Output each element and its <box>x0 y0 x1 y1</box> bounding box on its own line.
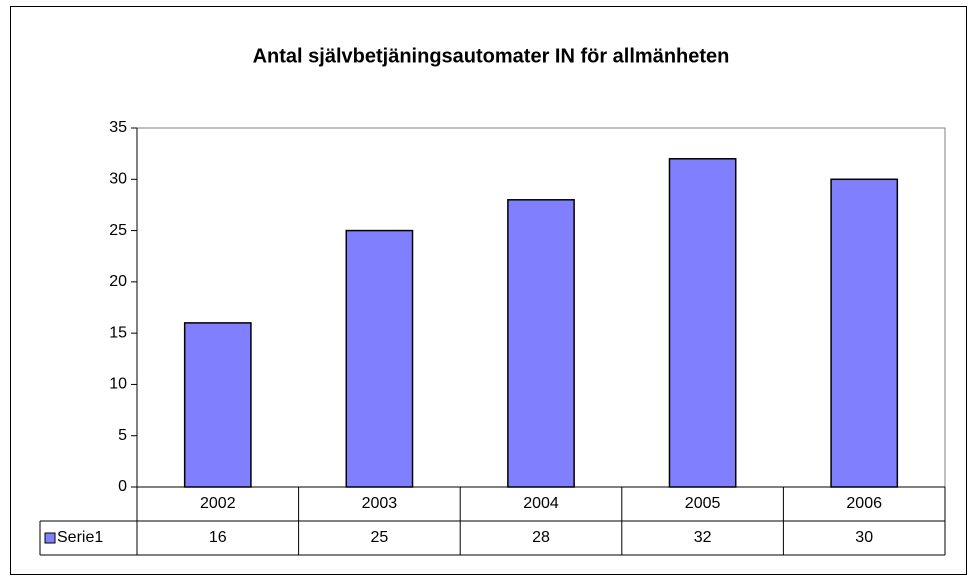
bar <box>668 158 737 488</box>
y-tick-label: 35 <box>109 119 127 136</box>
table-value: 30 <box>855 529 873 546</box>
y-tick-label: 15 <box>109 324 127 341</box>
table-value: 16 <box>209 529 227 546</box>
bar <box>345 229 414 488</box>
x-tick-label: 2003 <box>362 495 398 512</box>
table-value: 32 <box>694 529 712 546</box>
y-tick-label: 0 <box>118 478 127 495</box>
x-tick-label: 2004 <box>523 495 559 512</box>
y-tick-label: 20 <box>109 273 127 290</box>
y-tick-label: 10 <box>109 376 127 393</box>
bar <box>183 322 252 488</box>
y-tick-label: 5 <box>118 427 127 444</box>
legend-label: Serie1 <box>57 529 103 546</box>
x-tick-label: 2005 <box>685 495 721 512</box>
chart-title: Antal självbetjäningsautomater IN för al… <box>253 45 730 67</box>
y-tick-label: 30 <box>109 171 127 188</box>
x-tick-label: 2006 <box>846 495 882 512</box>
table-value: 25 <box>371 529 389 546</box>
bar <box>507 199 575 488</box>
table-value: 28 <box>532 529 550 546</box>
legend-swatch <box>44 532 56 544</box>
y-tick-label: 25 <box>109 222 127 239</box>
x-tick-label: 2002 <box>200 495 236 512</box>
bar <box>830 178 899 488</box>
